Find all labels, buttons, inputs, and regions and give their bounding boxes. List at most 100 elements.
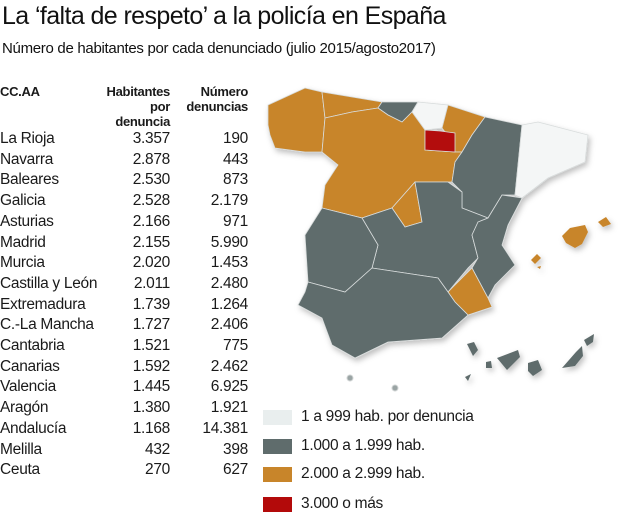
table-row: Cantabria 1.521 775 xyxy=(0,336,248,357)
region-melilla xyxy=(391,384,399,392)
cell-region: Cantabria xyxy=(0,337,65,355)
legend-item-3000-plus: 3.000 o más xyxy=(263,495,384,512)
cell-den: 6.925 xyxy=(210,378,249,396)
cell-den: 1.453 xyxy=(210,254,249,272)
cell-den: 1.921 xyxy=(210,399,249,417)
data-table: CC.AA Habitantes por denuncia Número den… xyxy=(0,84,248,481)
island-fuerteventura xyxy=(562,346,583,368)
table-row: Extremadura 1.739 1.264 xyxy=(0,295,248,316)
cell-region: Murcia xyxy=(0,254,45,272)
cell-hab: 2.155 xyxy=(132,233,171,251)
cell-region: Andalucía xyxy=(0,419,67,437)
cell-den: 873 xyxy=(223,171,248,189)
cell-region: Aragón xyxy=(0,399,49,417)
legend-swatch xyxy=(263,409,292,425)
island-gomera xyxy=(486,361,492,368)
cell-hab: 432 xyxy=(145,440,170,458)
header-den: Número denuncias xyxy=(186,84,248,114)
cell-hab: 3.357 xyxy=(132,130,171,147)
legend-item-1000-1999: 1.000 a 1.999 hab. xyxy=(263,437,425,454)
cell-den: 2.179 xyxy=(210,192,249,210)
cell-den: 971 xyxy=(223,212,248,230)
cell-region: Valencia xyxy=(0,378,56,396)
region-cataluna xyxy=(514,121,589,199)
table-row: Galicia 2.528 2.179 xyxy=(0,191,248,212)
table-row: Andalucía 1.168 14.381 xyxy=(0,419,248,440)
cell-hab: 2.166 xyxy=(132,212,171,230)
cell-region: Madrid xyxy=(0,233,46,251)
island-ibiza xyxy=(531,254,541,264)
table-row: Castilla y León 2.011 2.480 xyxy=(0,274,248,295)
region-galicia xyxy=(267,87,326,153)
cell-region: C.-La Mancha xyxy=(0,316,94,334)
table-row: La Rioja 3.357 190 xyxy=(0,129,248,150)
cell-hab: 270 xyxy=(145,461,170,479)
table-row: Murcia 2.020 1.453 xyxy=(0,253,248,274)
cell-region: Navarra xyxy=(0,150,54,168)
cell-den: 2.462 xyxy=(210,357,249,375)
cell-den: 190 xyxy=(223,130,248,147)
header-region: CC.AA xyxy=(0,84,40,99)
cell-den: 5.990 xyxy=(210,233,249,251)
cell-den: 2.480 xyxy=(210,274,249,292)
cell-den: 14.381 xyxy=(202,419,248,437)
cell-den: 627 xyxy=(223,461,248,479)
table-row: C.-La Mancha 1.727 2.406 xyxy=(0,315,248,336)
cell-den: 398 xyxy=(223,440,248,458)
cell-region: Canarias xyxy=(0,357,60,375)
legend-item-2000-2999: 2.000 a 2.999 hab. xyxy=(263,465,425,482)
table-row: Madrid 2.155 5.990 xyxy=(0,233,248,254)
cell-hab: 1.727 xyxy=(132,316,171,334)
cell-hab: 1.445 xyxy=(132,378,171,396)
legend-label: 1 a 999 hab. por denuncia xyxy=(301,408,474,425)
cell-den: 1.264 xyxy=(210,295,249,313)
cell-region: Galicia xyxy=(0,192,46,210)
table-row: Ceuta 270 627 xyxy=(0,460,248,481)
cell-hab: 1.380 xyxy=(132,399,171,417)
cell-hab: 2.530 xyxy=(132,171,171,189)
cell-hab: 2.878 xyxy=(132,150,171,168)
region-baleares xyxy=(531,217,611,269)
legend-label: 2.000 a 2.999 hab. xyxy=(301,465,425,482)
region-ceuta xyxy=(346,374,354,382)
table-row: Melilla 432 398 xyxy=(0,440,248,461)
table-row: Aragón 1.380 1.921 xyxy=(0,398,248,419)
legend-label: 1.000 a 1.999 hab. xyxy=(301,437,425,454)
region-canarias xyxy=(465,334,594,381)
island-hierro xyxy=(465,374,471,381)
island-la-palma xyxy=(467,342,478,356)
cell-region: Extremadura xyxy=(0,295,86,313)
cell-den: 443 xyxy=(223,150,248,168)
region-pais-vasco xyxy=(411,101,449,131)
legend-swatch xyxy=(263,466,292,482)
region-la-rioja xyxy=(424,129,456,153)
cell-region: Ceuta xyxy=(0,461,40,479)
cell-region: Castilla y León xyxy=(0,274,98,292)
island-gran-canaria xyxy=(528,360,542,376)
cell-hab: 1.739 xyxy=(132,295,171,313)
island-formentera xyxy=(537,266,541,269)
page-title: La ‘falta de respeto’ a la policía en Es… xyxy=(2,2,446,30)
cell-hab: 2.528 xyxy=(132,192,171,210)
cell-hab: 1.521 xyxy=(132,337,171,355)
cell-hab: 1.168 xyxy=(132,419,171,437)
table-row: Canarias 1.592 2.462 xyxy=(0,357,248,378)
cell-region: Melilla xyxy=(0,440,42,458)
cell-region: La Rioja xyxy=(0,130,55,147)
cell-hab: 1.592 xyxy=(132,357,171,375)
table-row: Valencia 1.445 6.925 xyxy=(0,377,248,398)
island-mallorca xyxy=(562,225,588,248)
cell-den: 2.406 xyxy=(210,316,249,334)
island-lanzarote xyxy=(584,334,594,346)
table-row: Navarra 2.878 443 xyxy=(0,150,248,171)
island-tenerife xyxy=(497,350,520,370)
page-subtitle: Número de habitantes por cada denunciado… xyxy=(2,40,436,57)
legend-label: 3.000 o más xyxy=(301,495,384,512)
table-row: Asturias 2.166 971 xyxy=(0,212,248,233)
cell-region: Baleares xyxy=(0,171,59,189)
table-header: CC.AA Habitantes por denuncia Número den… xyxy=(0,84,248,129)
legend-swatch xyxy=(263,496,292,512)
legend-item-1-999: 1 a 999 hab. por denuncia xyxy=(263,408,474,425)
cell-region: Asturias xyxy=(0,212,54,230)
